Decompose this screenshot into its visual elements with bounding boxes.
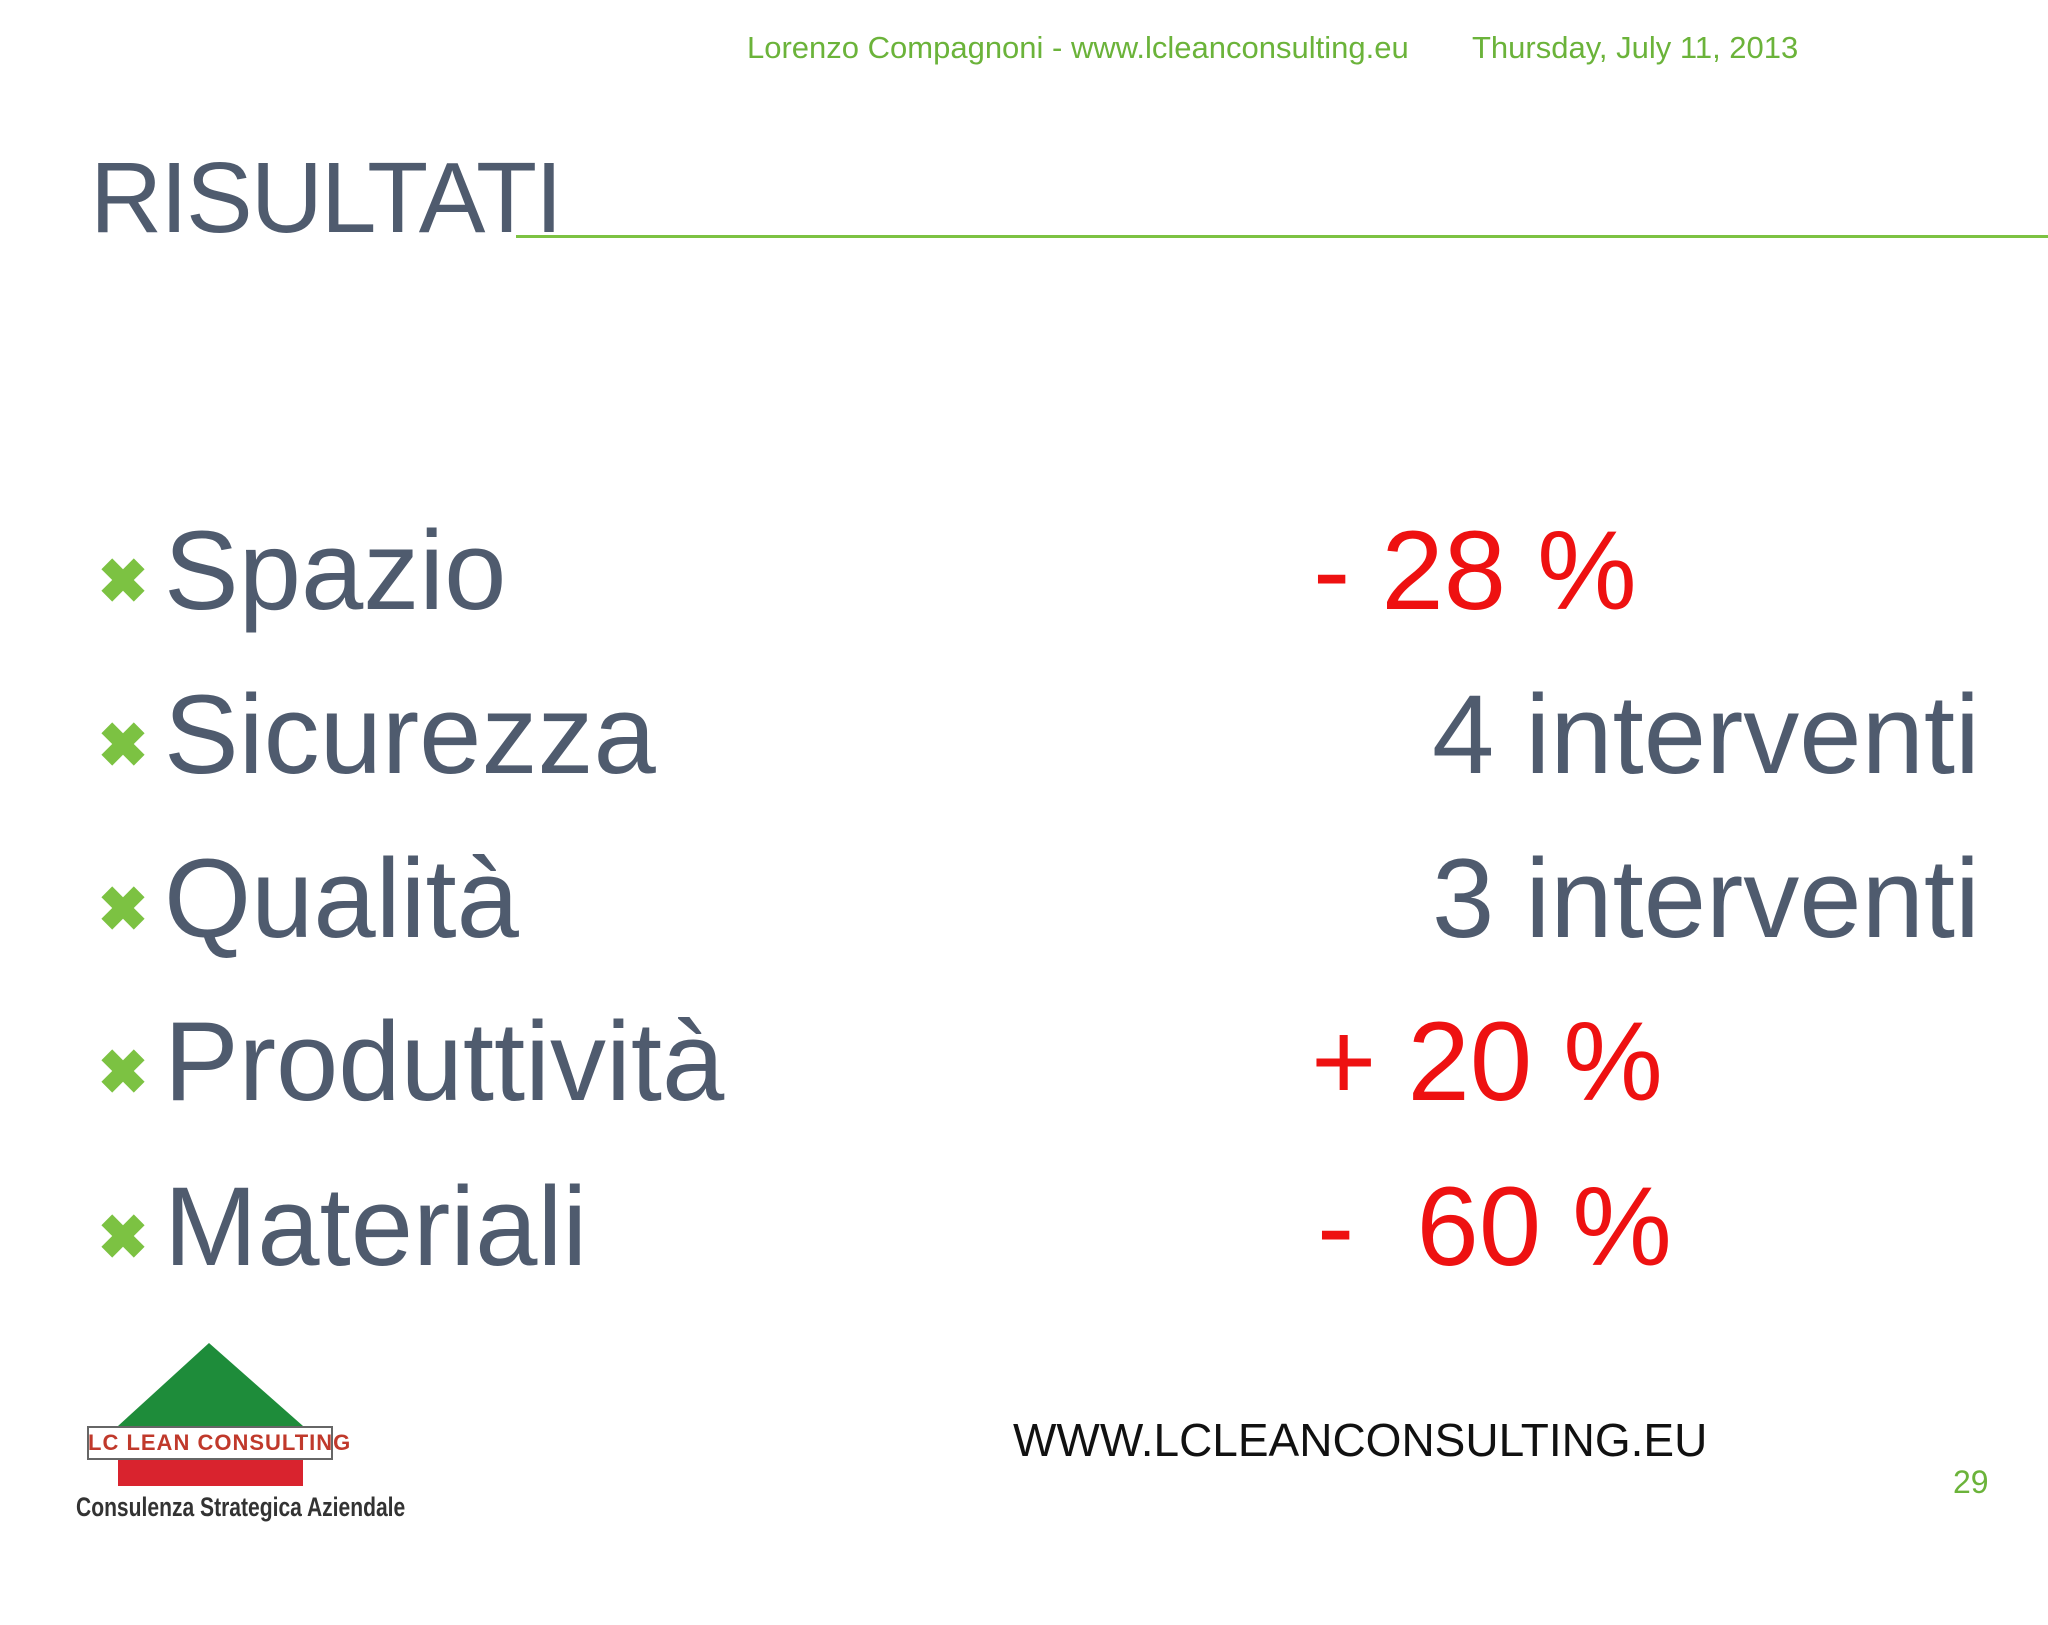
- item-result: + 20 %: [1311, 999, 1663, 1124]
- item-result: 3 interventi: [1432, 836, 1980, 961]
- bullet: [101, 722, 145, 766]
- result-row: Sicurezza 4 interventi: [0, 679, 2048, 839]
- slide: {"header": {"author": "Lorenzo Compagnon…: [0, 30, 2048, 1522]
- result-row: Produttività + 20 %: [0, 1006, 2048, 1166]
- item-label: Sicurezza: [164, 672, 656, 797]
- item-result: - 60 %: [1317, 1164, 1672, 1289]
- item-result: 4 interventi: [1432, 672, 1980, 797]
- header-author: Lorenzo Compagnoni - www.lcleanconsultin…: [747, 30, 1409, 65]
- item-label: Produttività: [164, 999, 725, 1124]
- result-row: Qualità 3 interventi: [0, 843, 2048, 1003]
- item-label: Materiali: [164, 1164, 588, 1289]
- logo-tagline: Consulenza Strategica Aziendale: [76, 1492, 406, 1522]
- header-date: Thursday, July 11, 2013: [1472, 30, 1799, 65]
- footer-website: WWW.LCLEANCONSULTING.EU: [1013, 1414, 1708, 1466]
- logo-graphic: [87, 1343, 333, 1486]
- page: Risultati html, body { margin: 0; paddin…: [0, 30, 2048, 1522]
- slide-title: RISULTATI: [90, 142, 563, 254]
- page-number: 29: [1953, 1464, 1989, 1500]
- item-label: Qualità: [164, 836, 519, 961]
- item-result: - 28 %: [1313, 508, 1637, 633]
- bullet: [101, 886, 145, 930]
- result-row: Materiali - 60 %: [0, 1171, 2048, 1331]
- bullet: [101, 558, 145, 602]
- item-label: Spazio: [164, 508, 507, 633]
- bullet: [101, 1049, 145, 1093]
- result-row: Spazio - 28 %: [0, 515, 2048, 675]
- logo-name: LC LEAN CONSULTING: [88, 1430, 352, 1455]
- title-rule: [516, 235, 2048, 238]
- bullet: [101, 1214, 145, 1258]
